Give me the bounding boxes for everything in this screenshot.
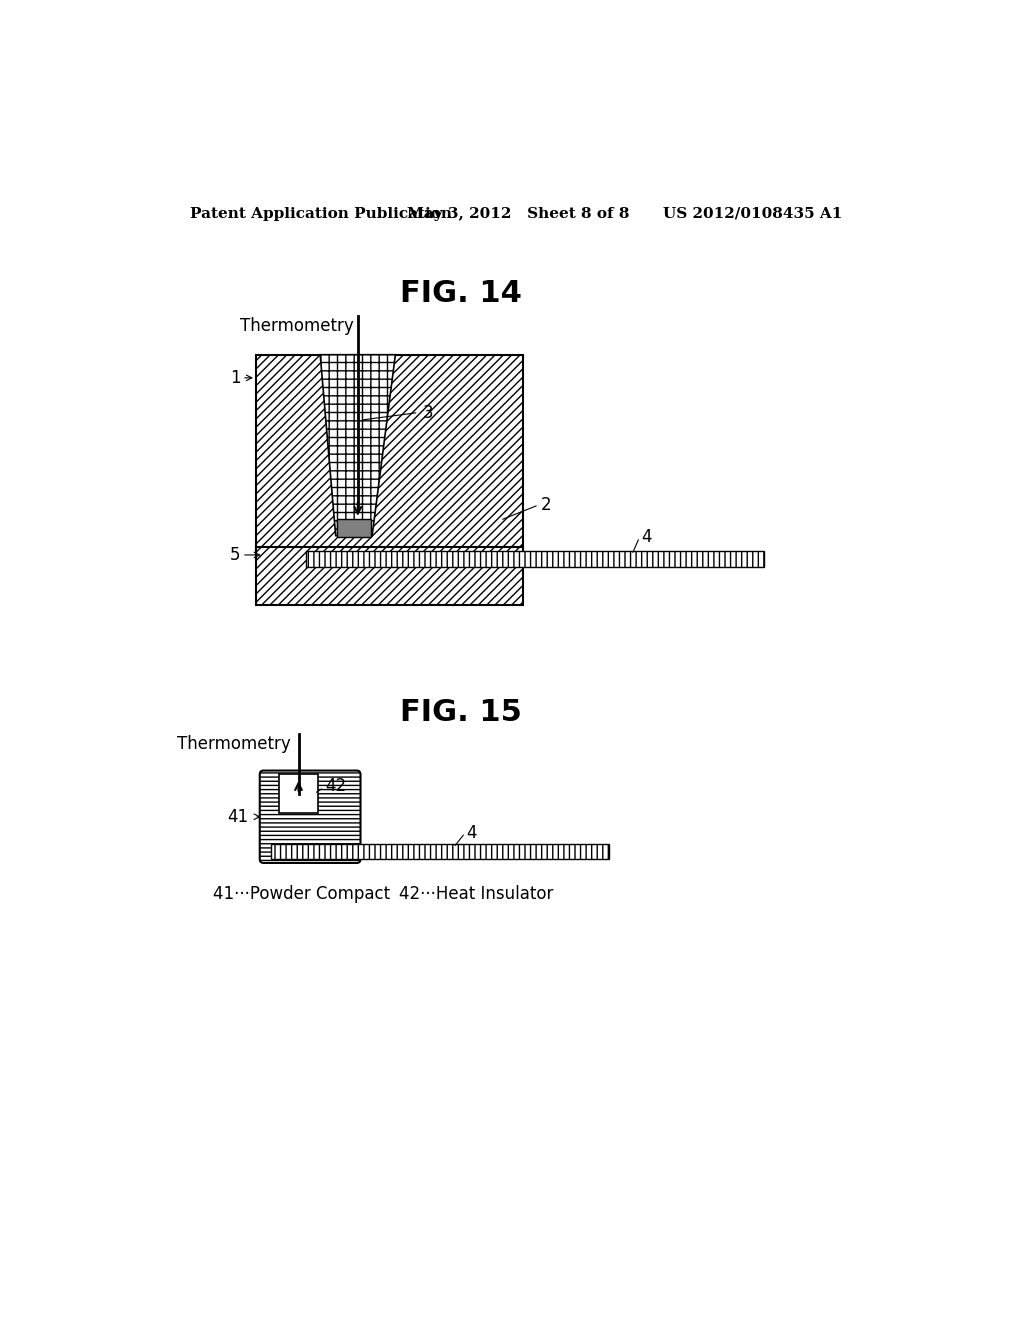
Text: Thermometry: Thermometry [241, 317, 354, 335]
Polygon shape [321, 355, 395, 536]
Text: Thermometry: Thermometry [177, 735, 291, 752]
Bar [306, 552, 764, 566]
Bar [280, 775, 317, 813]
Bar [256, 355, 523, 552]
Bar [271, 843, 608, 859]
Text: 42···Heat Insulator: 42···Heat Insulator [399, 884, 554, 903]
Text: 5: 5 [229, 546, 241, 564]
Text: 4: 4 [641, 528, 651, 546]
Text: 1: 1 [229, 368, 241, 387]
Bar [337, 519, 371, 537]
Text: 2: 2 [541, 496, 551, 513]
Text: 3: 3 [423, 404, 433, 421]
FancyBboxPatch shape [260, 771, 360, 863]
Text: May 3, 2012   Sheet 8 of 8: May 3, 2012 Sheet 8 of 8 [407, 207, 630, 220]
Text: FIG. 14: FIG. 14 [400, 279, 522, 308]
Text: FIG. 15: FIG. 15 [400, 698, 522, 727]
Text: 41: 41 [227, 808, 248, 826]
Text: 4: 4 [467, 824, 477, 842]
Text: US 2012/0108435 A1: US 2012/0108435 A1 [663, 207, 842, 220]
Bar [256, 548, 523, 605]
Text: Patent Application Publication: Patent Application Publication [190, 207, 452, 220]
Text: 42: 42 [326, 777, 347, 795]
Text: 41···Powder Compact: 41···Powder Compact [213, 884, 390, 903]
